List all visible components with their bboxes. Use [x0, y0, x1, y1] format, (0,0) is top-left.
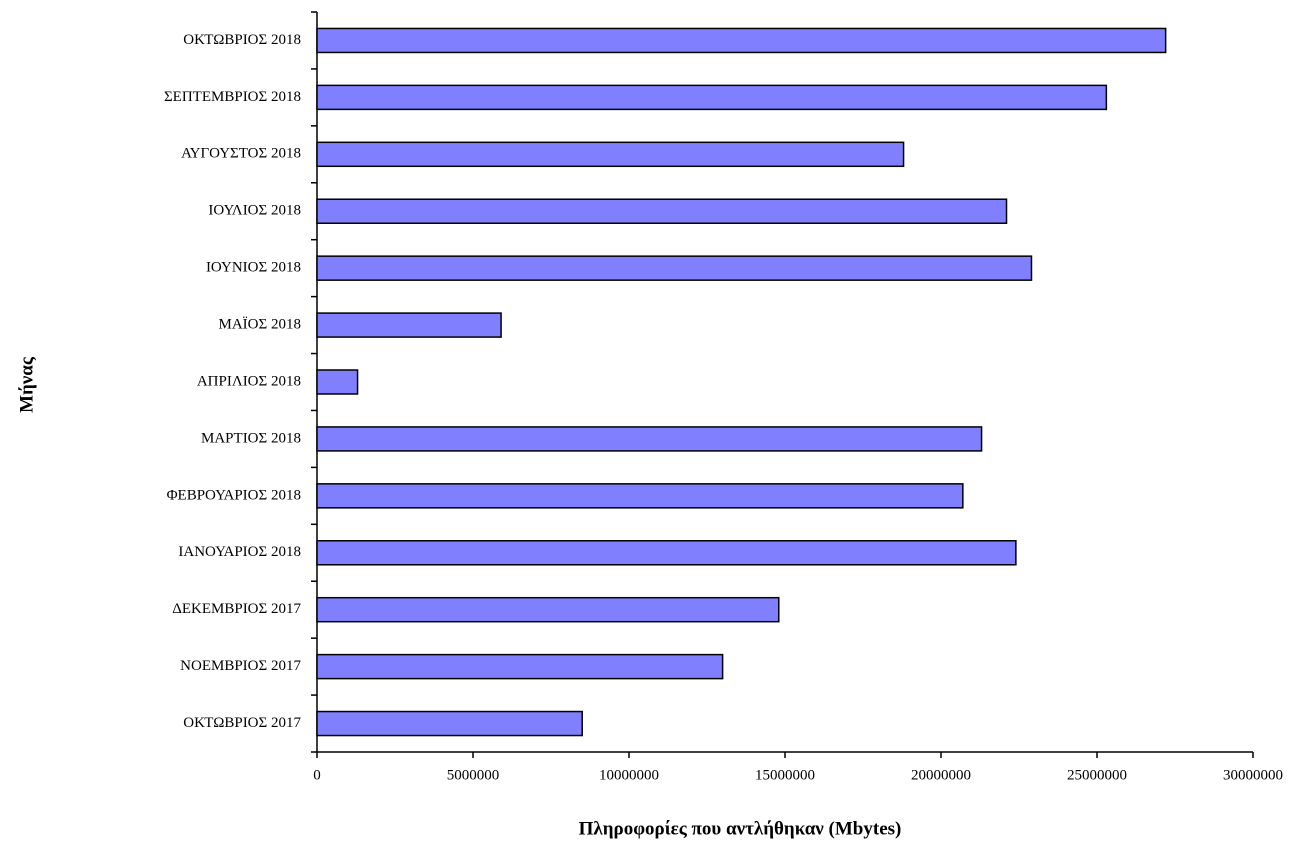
bar	[316, 369, 359, 395]
x-tick-label: 30000000	[1223, 767, 1283, 783]
x-axis-title: Πληροφορίες που αντλήθηκαν (Mbytes)	[579, 818, 902, 839]
y-tick-label: ΑΠΡΙΛΙΟΣ 2018	[197, 373, 301, 389]
y-tick-label: ΜΑΪΟΣ 2018	[219, 316, 301, 333]
y-tick-label: ΝΟΕΜΒΡΙΟΣ 2017	[180, 658, 301, 674]
bar	[316, 312, 502, 338]
y-tick-label: ΙΟΥΝΙΟΣ 2018	[206, 260, 301, 276]
x-tick-label: 10000000	[599, 767, 659, 783]
y-axis-title: Μήνας	[16, 356, 37, 413]
bar	[316, 653, 724, 680]
y-tick-label: ΟΚΤΩΒΡΙΟΣ 2018	[183, 32, 301, 48]
bar	[316, 84, 1108, 111]
bar	[316, 596, 780, 623]
bar	[316, 540, 1017, 566]
bar	[316, 141, 905, 168]
bar	[316, 483, 964, 509]
x-tick-label: 0	[313, 767, 321, 783]
x-tick-label: 15000000	[755, 767, 815, 783]
y-tick-label: ΟΚΤΩΒΡΙΟΣ 2017	[183, 715, 301, 731]
y-tick-label: ΦΕΒΡΟΥΑΡΙΟΣ 2018	[167, 487, 301, 503]
x-tick-label: 25000000	[1067, 767, 1127, 783]
y-tick-label: ΜΑΡΤΙΟΣ 2018	[201, 430, 301, 446]
y-tick-label: ΙΟΥΛΙΟΣ 2018	[208, 203, 301, 219]
bar	[316, 710, 583, 737]
bar	[316, 426, 983, 452]
bar	[316, 198, 1008, 224]
bar	[316, 255, 1033, 281]
bar	[316, 27, 1167, 54]
x-tick-label: 5000000	[447, 767, 500, 783]
x-tick-label: 20000000	[911, 767, 971, 783]
y-tick-label: ΑΥΓΟΥΣΤΟΣ 2018	[181, 146, 301, 162]
y-tick-label: ΙΑΝΟΥΑΡΙΟΣ 2018	[178, 544, 301, 560]
y-tick-label: ΔΕΚΕΜΒΡΙΟΣ 2017	[172, 601, 301, 617]
y-tick-label: ΣΕΠΤΕΜΒΡΙΟΣ 2018	[164, 89, 301, 105]
